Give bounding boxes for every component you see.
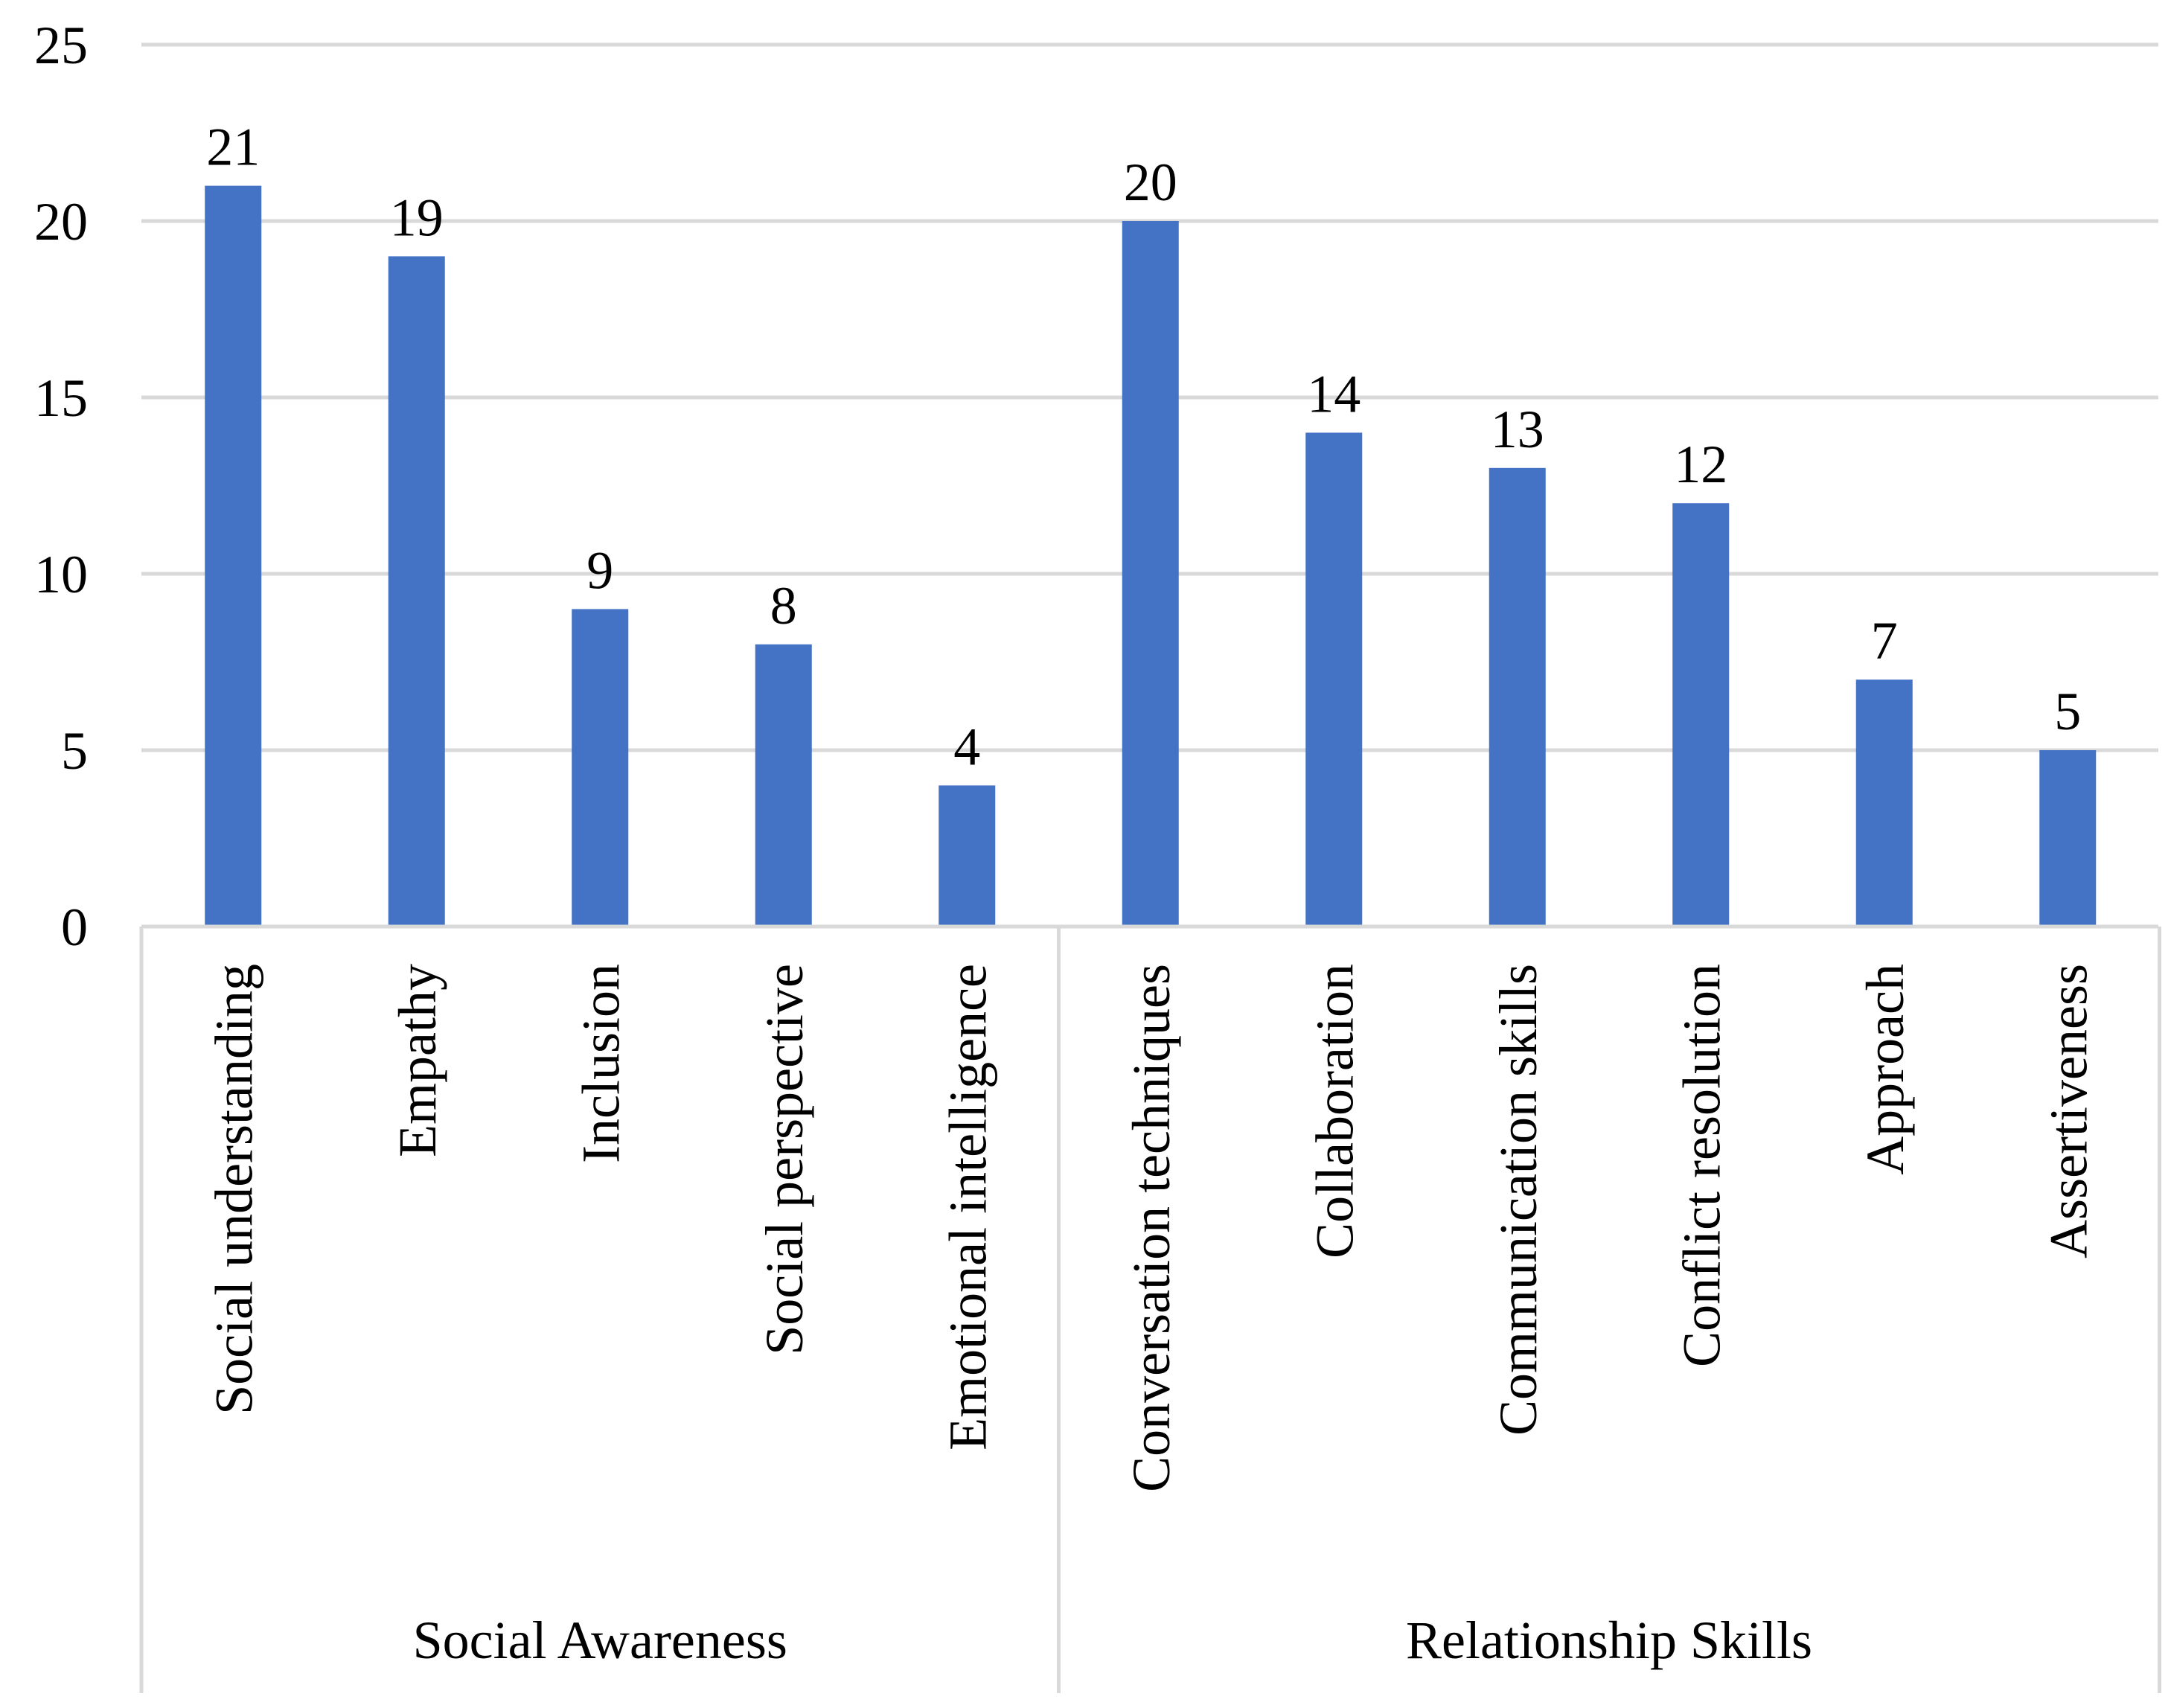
category-label: Inclusion	[571, 964, 630, 1163]
bar	[755, 644, 812, 927]
y-tick-label: 20	[34, 192, 88, 252]
data-label: 20	[1124, 153, 1177, 212]
bar	[1305, 432, 1363, 927]
y-tick-label: 10	[34, 545, 88, 604]
bar	[388, 256, 445, 927]
data-label: 4	[953, 717, 980, 776]
bar	[1672, 503, 1730, 927]
data-label: 19	[390, 188, 444, 247]
y-tick-label: 25	[34, 16, 88, 75]
category-label: Collaboration	[1305, 964, 1364, 1258]
x-axis	[139, 924, 2161, 1693]
y-tick-label: 0	[61, 898, 88, 957]
category-label: Conflict resolution	[1672, 964, 1731, 1367]
bars	[205, 185, 2097, 927]
category-label: Communication skills	[1489, 964, 1548, 1436]
bar	[1855, 679, 1913, 927]
category-label: Social perspective	[755, 964, 814, 1355]
category-label: Assertiveness	[2039, 964, 2098, 1258]
category-label: Empathy	[388, 964, 447, 1157]
data-label: 5	[2054, 682, 2081, 741]
data-label: 14	[1307, 364, 1361, 423]
category-labels: Social understanding Empathy Inclusion Soci…	[204, 964, 2098, 1492]
category-label: Approach	[1855, 964, 1915, 1175]
data-label: 9	[586, 540, 613, 600]
group-labels: Social Awareness Relationship Skills	[413, 1611, 1812, 1670]
category-label: Conversation techniques	[1122, 964, 1181, 1492]
y-tick-label: 15	[34, 368, 88, 428]
bar	[939, 785, 996, 927]
data-label: 8	[770, 576, 797, 636]
data-label: 12	[1674, 435, 1727, 494]
category-label: Emotional intelligence	[938, 964, 997, 1450]
bar	[2039, 750, 2097, 927]
bar	[572, 609, 629, 927]
data-label: 7	[1871, 611, 1898, 671]
data-label: 21	[206, 118, 260, 177]
y-tick-label: 5	[61, 721, 88, 781]
bar	[1489, 467, 1546, 927]
bar	[205, 185, 262, 927]
group-label: Relationship Skills	[1406, 1611, 1812, 1670]
category-label: Social understanding	[204, 964, 263, 1415]
data-label: 13	[1491, 400, 1544, 459]
bar	[1122, 221, 1179, 927]
group-label: Social Awareness	[413, 1611, 787, 1670]
y-axis-ticks: 0 5 10 15 20 25	[34, 16, 88, 957]
data-labels: 21 19 9 8 4 20 14 13 12 7 5	[206, 118, 2081, 777]
